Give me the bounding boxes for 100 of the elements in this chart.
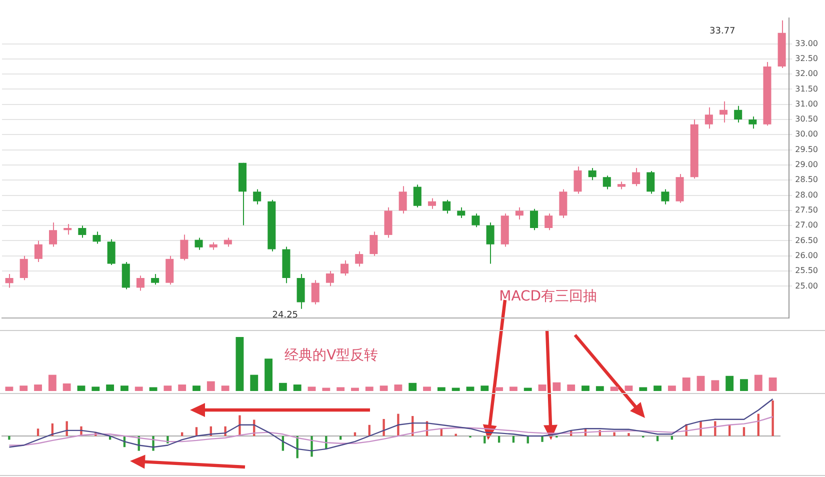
bar [452, 388, 460, 391]
candlestick [253, 188, 262, 205]
bar [682, 378, 690, 391]
bar [192, 386, 200, 391]
bar [264, 358, 272, 391]
bar [278, 382, 287, 391]
bar [8, 436, 10, 440]
candlestick [588, 168, 596, 181]
bar [397, 414, 400, 436]
bar [36, 428, 40, 436]
candlestick [311, 280, 320, 305]
candlestick [574, 166, 582, 194]
candlestick [224, 237, 232, 248]
bar [613, 432, 616, 436]
annotation: 33.77 [710, 26, 736, 37]
candlestick [34, 240, 42, 262]
bar [624, 386, 633, 391]
bar [34, 384, 42, 391]
bar [293, 384, 302, 391]
bar [250, 374, 258, 391]
bar [495, 387, 504, 391]
annotation: 24.25 [272, 310, 298, 320]
y-tick-label: 31.00 [795, 99, 818, 108]
bar [92, 386, 100, 391]
bar [754, 374, 762, 391]
bar [48, 374, 56, 391]
candlestick [748, 116, 757, 130]
candlestick [413, 184, 422, 208]
y-tick-label: 31.50 [795, 84, 818, 94]
candlestick [78, 225, 86, 238]
candlestick [180, 234, 188, 261]
y-tick-label: 32.00 [795, 69, 818, 78]
bar [408, 382, 417, 391]
candlestick [734, 105, 742, 124]
candlestick [370, 231, 378, 256]
bar [221, 386, 230, 391]
bar [62, 383, 71, 391]
y-tick-label: 29.00 [795, 160, 818, 170]
bar [134, 386, 143, 391]
bar [466, 386, 474, 391]
bar [668, 386, 676, 391]
candlestick [602, 175, 611, 190]
bar [206, 381, 215, 391]
y-tick-label: 27.50 [795, 206, 818, 214]
candlestick [151, 274, 160, 286]
candlestick [64, 224, 72, 236]
bar [628, 433, 630, 436]
y-tick-label: 32.50 [795, 54, 818, 63]
bar [120, 386, 128, 391]
bar [552, 382, 561, 391]
bar [538, 384, 546, 391]
bar [308, 386, 316, 391]
bar [541, 436, 544, 442]
candlestick [646, 170, 655, 194]
bar [654, 386, 662, 391]
annotation: 经典的V型反转 [284, 347, 378, 364]
annotation: MACD有三回抽 [499, 288, 598, 305]
bar [365, 386, 374, 391]
candlestick [515, 206, 524, 220]
bar [5, 386, 14, 391]
bar [351, 388, 359, 391]
y-tick-label: 27.00 [795, 220, 818, 230]
candlestick [92, 231, 101, 244]
bar [164, 386, 172, 391]
bar [106, 384, 114, 391]
candlestick [122, 261, 130, 290]
bar [596, 386, 604, 391]
bar [582, 386, 590, 391]
y-tick-label: 26.50 [795, 236, 818, 245]
bar [20, 386, 28, 391]
bar [524, 388, 532, 391]
candlestick [340, 260, 349, 276]
bar [512, 436, 515, 443]
candlestick [20, 255, 28, 281]
bar [711, 380, 720, 391]
candlestick [457, 206, 466, 218]
bar [380, 386, 388, 391]
bar [742, 427, 746, 436]
y-tick-label: 28.50 [795, 175, 818, 184]
candlestick [136, 275, 144, 292]
candlestick [326, 270, 334, 287]
candlestick [107, 238, 116, 266]
candlestick [632, 168, 640, 187]
candlestick [530, 208, 538, 231]
bar [696, 376, 705, 391]
bar [322, 388, 330, 391]
bar [480, 386, 489, 391]
y-tick-label: 25.00 [795, 281, 818, 290]
y-tick-label: 30.00 [795, 130, 818, 139]
y-tick-label: 26.00 [795, 250, 818, 260]
y-tick-label: 30.50 [795, 114, 818, 124]
bar [423, 386, 431, 391]
bar [510, 386, 518, 391]
candlestick [544, 212, 553, 231]
bar [768, 378, 777, 391]
bar [726, 376, 734, 391]
candlestick [559, 188, 568, 218]
candlestick [486, 222, 494, 264]
bar [610, 386, 618, 391]
bar [772, 400, 774, 436]
